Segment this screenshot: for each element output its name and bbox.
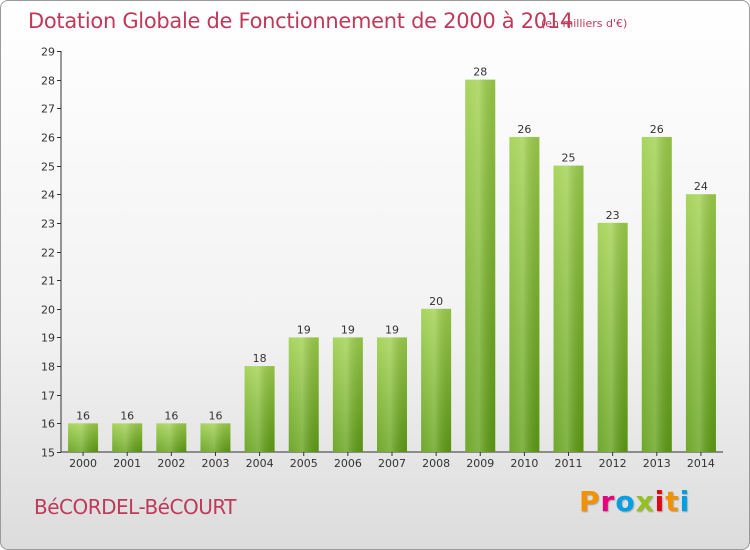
y-tick-label: 16: [41, 418, 55, 431]
data-label: 28: [473, 66, 487, 79]
y-tick-label: 17: [41, 390, 55, 403]
bar-shine: [685, 194, 716, 452]
bar-shine: [597, 222, 628, 452]
logo-letter: i: [679, 485, 691, 518]
y-tick-label: 21: [41, 275, 55, 288]
logo-letter: r: [600, 485, 616, 518]
bar-shine: [68, 423, 99, 452]
data-label: 23: [606, 209, 620, 222]
y-tick-label: 20: [41, 304, 55, 317]
data-label: 18: [253, 352, 267, 365]
x-tick-label: 2000: [69, 457, 97, 470]
bar-shine: [421, 308, 452, 452]
x-tick-label: 2007: [378, 457, 406, 470]
place-name: BéCORDEL-BéCOURT: [34, 495, 237, 519]
data-label: 19: [341, 323, 355, 336]
x-tick-label: 2010: [510, 457, 538, 470]
logo-letter: P: [579, 485, 601, 518]
x-tick-label: 2006: [334, 457, 362, 470]
bar-shine: [332, 337, 363, 452]
chart-subtitle: (en milliers d'€): [541, 17, 628, 30]
x-tick-label: 2009: [466, 457, 494, 470]
logo-letter: x: [635, 485, 655, 518]
data-label: 16: [208, 409, 222, 422]
x-tick-label: 2011: [555, 457, 583, 470]
y-tick-label: 19: [41, 332, 55, 345]
x-tick-label: 2012: [599, 457, 627, 470]
bar-shine: [641, 136, 672, 452]
bar-shine: [465, 79, 496, 453]
bar-shine: [288, 337, 319, 452]
data-label: 19: [385, 323, 399, 336]
x-tick-label: 2001: [113, 457, 141, 470]
data-label: 25: [562, 152, 576, 165]
x-tick-label: 2003: [201, 457, 229, 470]
data-label: 24: [694, 180, 708, 193]
x-tick-label: 2005: [290, 457, 318, 470]
y-tick-label: 23: [41, 218, 55, 231]
x-tick-label: 2008: [422, 457, 450, 470]
y-tick-label: 15: [41, 447, 55, 460]
y-tick-label: 29: [41, 46, 55, 59]
x-tick-label: 2004: [246, 457, 274, 470]
bar-shine: [112, 423, 143, 452]
bars: [68, 79, 716, 453]
x-tick-label: 2014: [687, 457, 715, 470]
x-tick-label: 2013: [643, 457, 671, 470]
data-label: 20: [429, 295, 443, 308]
data-label: 16: [120, 409, 134, 422]
labels: 15 16 17 18 19 20 21 22 23 24 25 26 27 28 29 2000 16 2001…: [41, 46, 715, 471]
x-tick-label: 2002: [157, 457, 185, 470]
data-label: 16: [76, 409, 90, 422]
logo-letter: i: [654, 485, 666, 518]
y-tick-label: 26: [41, 132, 55, 145]
y-tick-label: 24: [41, 189, 55, 202]
logo-letter: o: [615, 485, 636, 518]
bar-shine: [156, 423, 187, 452]
y-tick-label: 22: [41, 247, 55, 260]
y-tick-label: 18: [41, 361, 55, 374]
data-label: 16: [164, 409, 178, 422]
bar-shine: [200, 423, 231, 452]
logo-letter: t: [665, 485, 680, 518]
proxiti-logo: Proxiti: [579, 485, 690, 518]
y-tick-label: 28: [41, 75, 55, 88]
bar-shine: [244, 366, 275, 452]
y-tick-label: 27: [41, 103, 55, 116]
bar-shine: [377, 337, 407, 452]
data-label: 26: [650, 123, 664, 136]
y-tick-label: 25: [41, 161, 55, 174]
chart-title: Dotation Globale de Fonctionnement de 20…: [28, 9, 573, 33]
data-label: 26: [517, 123, 531, 136]
bar-shine: [509, 136, 540, 452]
data-label: 19: [297, 323, 311, 336]
bar-shine: [553, 165, 584, 453]
